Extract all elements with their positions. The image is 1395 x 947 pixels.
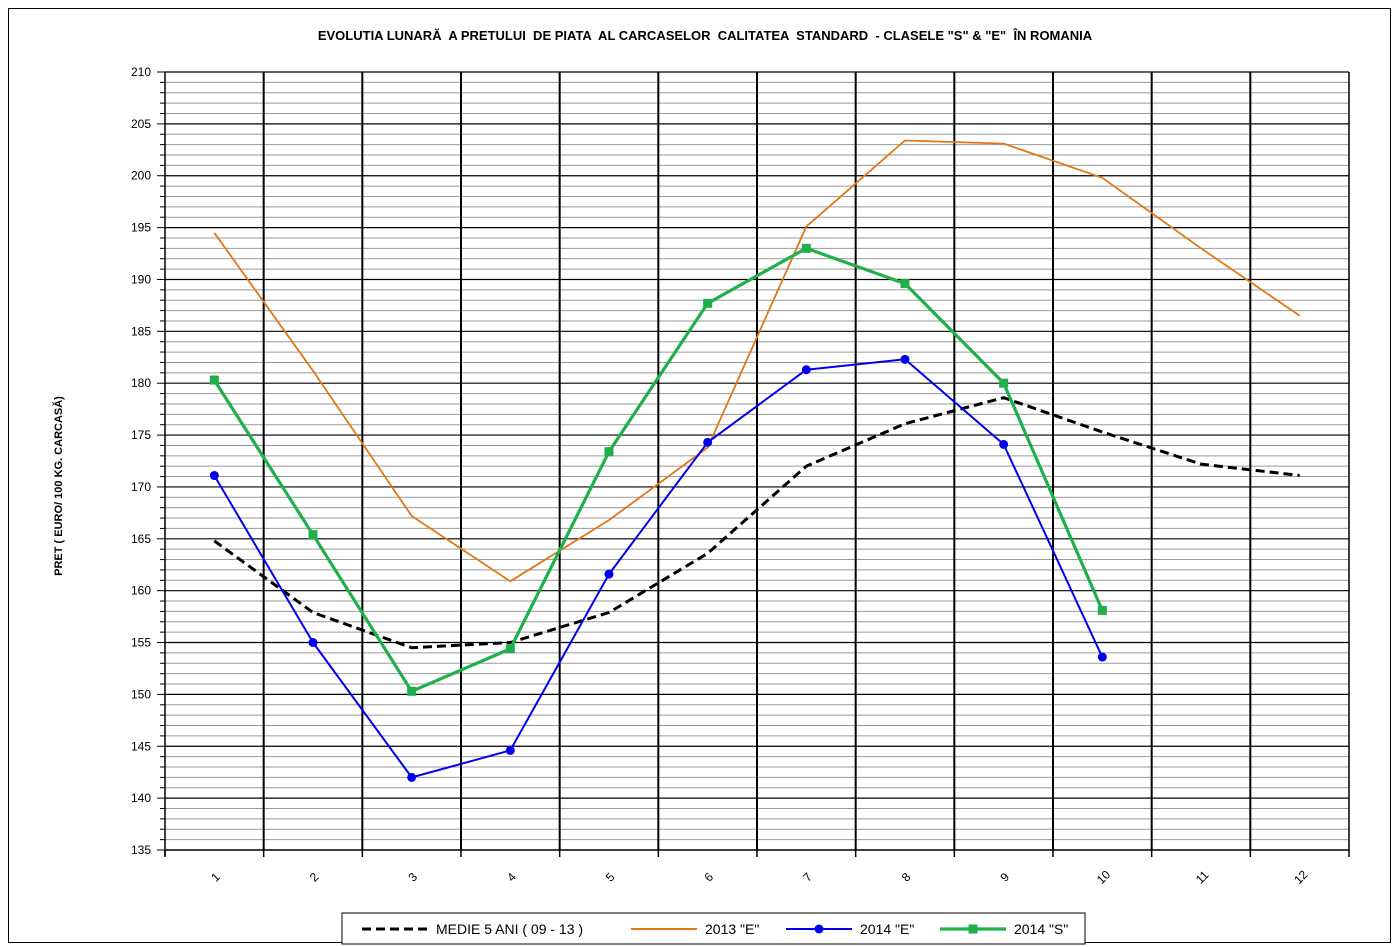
data-point bbox=[209, 471, 219, 481]
y-tick-label: 185 bbox=[131, 324, 151, 338]
x-tick-label: 7 bbox=[800, 870, 815, 885]
y-tick-label: 150 bbox=[131, 687, 151, 701]
series-line bbox=[213, 139, 1301, 583]
data-point bbox=[801, 243, 811, 253]
legend-label: 2014 "S" bbox=[1014, 921, 1068, 937]
legend-label: MEDIE 5 ANI ( 09 - 13 ) bbox=[436, 921, 583, 937]
data-point bbox=[900, 279, 910, 289]
y-tick-label: 175 bbox=[131, 428, 151, 442]
data-point bbox=[407, 686, 417, 696]
chart-title: EVOLUTIA LUNARĂ A PRETULUI DE PIATA AL C… bbox=[318, 28, 1093, 43]
x-tick-label: 2 bbox=[307, 870, 322, 885]
data-point bbox=[209, 375, 219, 385]
data-point bbox=[505, 745, 515, 755]
x-tick-label: 12 bbox=[1291, 867, 1311, 887]
data-point bbox=[703, 298, 713, 308]
data-point bbox=[604, 569, 614, 579]
y-tick-label: 135 bbox=[131, 843, 151, 857]
legend-label: 2014 "E" bbox=[860, 921, 914, 937]
legend-marker bbox=[814, 924, 824, 934]
y-tick-label: 200 bbox=[131, 169, 151, 183]
data-point bbox=[1097, 605, 1107, 615]
data-point bbox=[308, 530, 318, 540]
data-point bbox=[999, 378, 1009, 388]
series-line bbox=[213, 358, 1104, 779]
legend-marker bbox=[968, 924, 978, 934]
data-point bbox=[505, 644, 515, 654]
y-tick-label: 195 bbox=[131, 221, 151, 235]
y-tick-label: 170 bbox=[131, 480, 151, 494]
y-axis-label: PRET ( EURO/ 100 KG. CARCASĂ) bbox=[52, 396, 65, 576]
x-tick-label: 10 bbox=[1094, 867, 1114, 887]
x-tick-label: 9 bbox=[998, 870, 1013, 885]
data-point bbox=[308, 638, 318, 648]
x-tick-label: 3 bbox=[406, 870, 421, 885]
data-point bbox=[407, 772, 417, 782]
y-tick-label: 145 bbox=[131, 739, 151, 753]
legend: MEDIE 5 ANI ( 09 - 13 ) 2013 "E" 2014 "E" 2… bbox=[341, 912, 1086, 945]
x-tick-label: 1 bbox=[208, 870, 223, 885]
x-tick-label: 11 bbox=[1193, 868, 1212, 887]
x-tick-label: 8 bbox=[899, 870, 914, 885]
y-tick-label: 165 bbox=[131, 532, 151, 546]
y-tick-label: 205 bbox=[131, 117, 151, 131]
data-point bbox=[900, 354, 910, 364]
x-tick-label: 5 bbox=[603, 870, 618, 885]
x-tick-label: 6 bbox=[702, 870, 717, 885]
y-tick-label: 155 bbox=[131, 636, 151, 650]
data-point bbox=[604, 447, 614, 457]
legend-label: 2013 "E" bbox=[705, 921, 759, 937]
y-tick-label: 160 bbox=[131, 584, 151, 598]
series-line bbox=[212, 246, 1104, 693]
y-tick-label: 140 bbox=[131, 791, 151, 805]
data-point bbox=[703, 437, 713, 447]
y-tick-label: 210 bbox=[131, 65, 151, 79]
data-point bbox=[1097, 652, 1107, 662]
y-tick-label: 190 bbox=[131, 272, 151, 286]
x-tick-label: 4 bbox=[504, 870, 519, 885]
data-point bbox=[999, 439, 1009, 449]
y-tick-label: 180 bbox=[131, 376, 151, 390]
data-point bbox=[801, 365, 811, 375]
series-line bbox=[213, 396, 1300, 650]
